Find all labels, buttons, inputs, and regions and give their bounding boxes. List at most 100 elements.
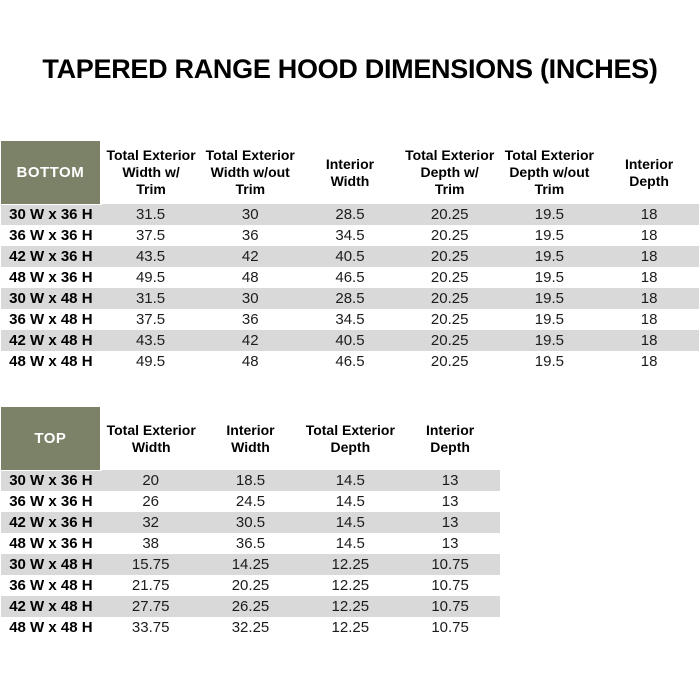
dimension-value: 10.75 — [431, 598, 469, 615]
row-label-size: 48 W x 36 H — [9, 535, 93, 552]
row-label-size: 48 W x 48 H — [9, 353, 93, 370]
dimension-value: 31.5 — [135, 206, 166, 223]
row-label-size: 30 W x 36 H — [9, 206, 93, 224]
bottom-header-row: BOTTOM Total Exterior Width w/ Trim Tota… — [1, 141, 699, 205]
dimension-value: 20.25 — [430, 248, 469, 265]
dimension-value: 36 — [241, 227, 259, 244]
dimension-value: 13 — [441, 514, 459, 531]
dimension-value: 49.5 — [135, 353, 166, 370]
dimension-value: 48 — [241, 353, 259, 370]
dimension-value: 20.25 — [430, 353, 469, 370]
row-label-size: 48 W x 36 H — [9, 269, 93, 286]
top-header-row: TOP Total Exterior Width Interior Width … — [1, 407, 500, 471]
dimension-value: 20.25 — [430, 227, 469, 244]
column-header-total-exterior-width-wout-trim: Total Exterior Width w/out Trim — [200, 141, 301, 204]
dimension-value: 13 — [441, 493, 459, 510]
table-row: 48 W x 36 H 38 36.5 14.5 13 — [1, 533, 500, 554]
row-label-size: 42 W x 36 H — [9, 248, 93, 265]
dimension-value: 13 — [441, 535, 459, 552]
column-header-interior-width: Interior Width — [300, 141, 400, 204]
top-section-label: TOP — [1, 407, 102, 471]
row-label-size: 42 W x 36 H — [9, 514, 93, 531]
table-row: 36 W x 48 H 21.75 20.25 12.25 10.75 — [1, 575, 500, 596]
dimension-value: 20.25 — [430, 311, 469, 328]
dimension-value: 21.75 — [131, 577, 170, 594]
dimension-value: 46.5 — [335, 353, 365, 370]
dimension-value: 19.5 — [534, 206, 564, 223]
dimension-value: 40.5 — [335, 248, 365, 265]
row-label-size: 30 W x 48 H — [9, 556, 93, 573]
dimension-value: 18 — [640, 269, 658, 286]
row-label-size: 36 W x 36 H — [9, 227, 93, 244]
column-header-interior-depth: Interior Depth — [599, 141, 699, 204]
dimension-value: 26.25 — [231, 598, 270, 615]
dimension-value: 19.5 — [534, 311, 564, 328]
dimension-value: 19.5 — [534, 353, 564, 370]
row-label-size: 36 W x 48 H — [9, 577, 93, 594]
dimension-value: 46.5 — [335, 269, 365, 286]
dimension-value: 30.5 — [235, 514, 266, 531]
dimension-value: 12.25 — [331, 556, 370, 573]
dimension-value: 28.5 — [335, 290, 365, 307]
dimension-value: 30 — [241, 206, 259, 223]
dimension-value: 14.5 — [335, 514, 365, 531]
row-label-size: 36 W x 36 H — [9, 493, 93, 510]
row-label-size: 30 W x 48 H — [9, 290, 93, 307]
dimension-value: 19.5 — [534, 332, 564, 349]
dimension-value: 40.5 — [335, 332, 365, 349]
column-header-total-exterior-depth-w-trim: Total Exterior Depth w/ Trim — [399, 141, 500, 204]
column-header-interior-width: Interior Width — [200, 407, 301, 470]
dimension-value: 42 — [241, 248, 259, 265]
dimension-value: 43.5 — [135, 332, 166, 349]
page-title: TAPERED RANGE HOOD DIMENSIONS (INCHES) — [42, 54, 658, 84]
row-label-size: 42 W x 48 H — [9, 332, 93, 349]
table-row: 30 W x 36 H 31.5 30 28.5 20.25 19.5 18 — [1, 204, 699, 225]
table-row: 42 W x 48 H 27.75 26.25 12.25 10.75 — [1, 596, 500, 617]
dimension-value: 37.5 — [135, 311, 166, 328]
dimension-value: 20 — [142, 472, 160, 489]
dimension-value: 31.5 — [135, 290, 166, 307]
table-row: 30 W x 48 H 15.75 14.25 12.25 10.75 — [1, 554, 500, 575]
dimension-value: 20.25 — [430, 332, 469, 349]
dimension-value: 20.25 — [430, 206, 469, 223]
table-row: 36 W x 36 H 37.5 36 34.5 20.25 19.5 18 — [1, 225, 699, 246]
table-row: 42 W x 36 H 32 30.5 14.5 13 — [1, 512, 500, 533]
dimension-value: 14.5 — [335, 535, 365, 552]
top-dimensions-table: TOP Total Exterior Width Interior Width … — [1, 407, 500, 638]
dimension-value: 18 — [640, 227, 658, 244]
dimension-value: 10.75 — [431, 577, 469, 594]
row-label-size: 30 W x 36 H — [9, 472, 93, 490]
table-row: 42 W x 48 H 43.5 42 40.5 20.25 19.5 18 — [1, 330, 699, 351]
bottom-dimensions-table: BOTTOM Total Exterior Width w/ Trim Tota… — [1, 141, 699, 372]
column-header-total-exterior-depth: Total Exterior Depth — [300, 407, 401, 470]
dimension-value: 12.25 — [331, 598, 370, 615]
dimension-value: 24.5 — [235, 493, 266, 510]
dimension-value: 26 — [142, 493, 160, 510]
dimension-value: 30 — [241, 290, 259, 307]
table-row: 48 W x 36 H 49.5 48 46.5 20.25 19.5 18 — [1, 267, 699, 288]
column-header-interior-depth: Interior Depth — [400, 407, 500, 470]
dimension-value: 20.25 — [430, 290, 469, 307]
dimension-value: 18 — [640, 206, 658, 223]
dimension-value: 19.5 — [534, 269, 564, 286]
bottom-table-body: 30 W x 36 H 31.5 30 28.5 20.25 19.5 18 36 W x 3… — [1, 204, 699, 372]
dimension-value: 19.5 — [534, 290, 564, 307]
dimension-value: 18 — [640, 290, 658, 307]
dimension-value: 34.5 — [335, 227, 365, 244]
table-row: 36 W x 36 H 26 24.5 14.5 13 — [1, 491, 500, 512]
dimension-value: 36 — [241, 311, 259, 328]
column-header-total-exterior-width-w-trim: Total Exterior Width w/ Trim — [100, 141, 201, 204]
dimension-value: 12.25 — [331, 577, 370, 594]
table-row: 30 W x 36 H 20 18.5 14.5 13 — [1, 470, 500, 491]
dimension-value: 18 — [640, 332, 658, 349]
dimension-value: 37.5 — [135, 227, 166, 244]
dimension-value: 15.75 — [131, 556, 170, 573]
dimension-value: 32 — [142, 514, 160, 531]
dimension-value: 14.5 — [335, 472, 365, 489]
table-row: 30 W x 48 H 31.5 30 28.5 20.25 19.5 18 — [1, 288, 699, 309]
dimension-value: 10.75 — [431, 556, 469, 573]
column-header-total-exterior-depth-wout-trim: Total Exterior Depth w/out Trim — [499, 141, 600, 204]
dimension-value: 33.75 — [131, 619, 170, 636]
dimension-value: 32.25 — [231, 619, 270, 636]
dimension-value: 38 — [142, 535, 160, 552]
